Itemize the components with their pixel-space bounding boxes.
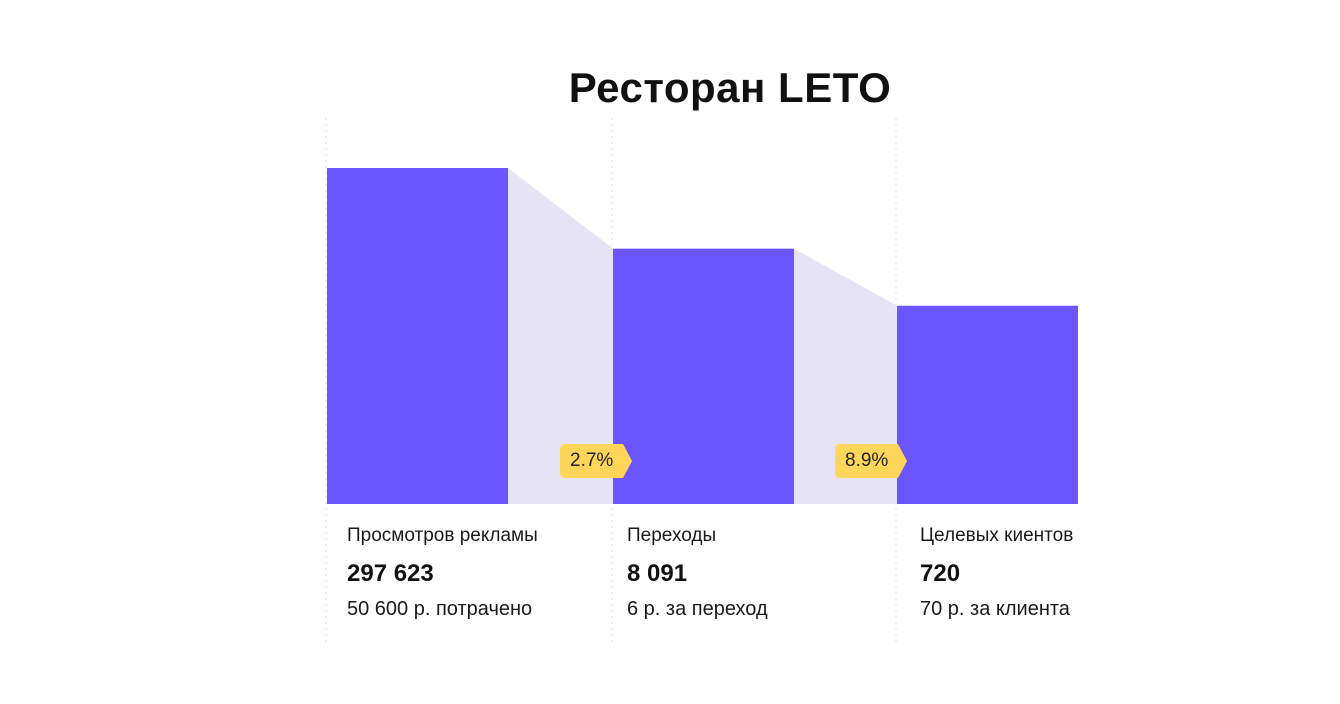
funnel-bar-3: [897, 305, 1078, 504]
stage-note-clicks: 6 р. за переход: [627, 598, 768, 620]
conversion-badge-views-to-clicks: 2.7%: [560, 444, 633, 478]
stage-label-clients: Целевых киентов: [920, 525, 1074, 546]
stage-value-clicks: 8 091: [627, 560, 688, 587]
funnel-bar-2: [613, 248, 794, 504]
chart-title: Ресторан LETO: [568, 64, 892, 111]
stage-value-clients: 720: [920, 560, 961, 587]
stage-note-views: 50 600 р. потрачено: [347, 598, 533, 620]
stage-value-views: 297 623: [347, 560, 434, 587]
stage-label-clicks: Переходы: [627, 525, 717, 546]
stage-label-views: Просмотров рекламы: [347, 525, 538, 546]
funnel-connector-1: [508, 168, 613, 504]
conversion-badge-clicks-to-clients: 8.9%: [835, 444, 908, 478]
stage-note-clients: 70 р. за клиента: [920, 598, 1070, 620]
funnel-bar-1: [327, 168, 508, 504]
funnel-connector-2: [794, 248, 897, 504]
